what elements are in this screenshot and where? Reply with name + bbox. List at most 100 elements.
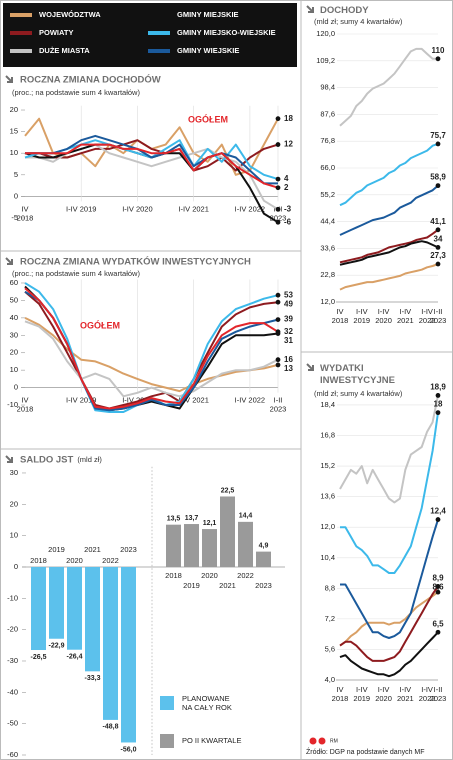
bar	[256, 551, 271, 567]
series-line	[339, 263, 439, 291]
x-tick-label: 2023	[120, 545, 137, 554]
end-label: 32	[284, 327, 293, 336]
x-tick-label: 2020	[66, 556, 83, 565]
bar	[202, 529, 217, 567]
chart-title: ROCZNA ZMIANA DOCHODÓW	[20, 74, 161, 86]
y-tick-label: -20	[7, 625, 18, 634]
y-tick-label: 13,6	[320, 492, 335, 501]
end-label: 2	[284, 183, 289, 192]
x-tick-label: IV 2018	[17, 204, 34, 222]
value-label: -22,9	[49, 643, 65, 650]
y-tick-label: 12,0	[320, 522, 335, 531]
x-tick-label: 2021	[84, 545, 101, 554]
bar	[184, 524, 199, 567]
end-marker	[275, 116, 281, 122]
y-tick-label: 4,0	[325, 675, 335, 684]
y-tick-label: 66,0	[320, 163, 335, 172]
y-tick-label: 18,4	[320, 400, 335, 409]
series-line	[24, 317, 279, 393]
author: RM	[330, 738, 338, 744]
end-label: 12,4	[430, 507, 446, 516]
y-tick-label: 20	[10, 499, 18, 508]
x-tick-label: I-IV 2020	[375, 307, 392, 325]
series-line	[339, 228, 439, 264]
end-marker	[275, 206, 281, 212]
end-label: 6,5	[432, 619, 444, 628]
x-tick-label: IV 2018	[332, 685, 349, 703]
y-tick-label: 5	[14, 170, 18, 179]
y-tick-label: 60	[10, 278, 18, 287]
end-label: 18	[284, 114, 293, 123]
end-marker	[435, 629, 441, 635]
series-line	[24, 290, 279, 412]
bar	[31, 566, 46, 651]
end-marker	[275, 176, 281, 182]
y-tick-label: -50	[7, 719, 18, 728]
y-tick-label: 7,2	[325, 614, 335, 623]
y-tick-label: 20	[10, 348, 18, 357]
legend-label: GMINY MIEJSKO-WIEJSKIE	[177, 28, 276, 37]
end-marker	[435, 517, 441, 522]
series-line	[25, 143, 279, 189]
end-marker	[435, 410, 441, 416]
end-marker	[435, 245, 441, 250]
value-label: 13,7	[185, 515, 199, 522]
y-tick-label: -10	[7, 593, 18, 602]
end-label: 39	[284, 315, 293, 324]
x-tick-label: 2019	[183, 581, 200, 590]
arrow-icon	[306, 363, 314, 371]
series-line	[339, 142, 439, 207]
end-label: 4	[284, 174, 289, 183]
y-tick-label: 55,2	[320, 190, 335, 199]
end-label: -6	[284, 217, 292, 226]
arrow-icon	[5, 75, 13, 83]
series-line	[24, 290, 279, 410]
end-marker	[435, 584, 441, 589]
end-label: 75,7	[430, 131, 446, 140]
x-tick-label: I-IV 2021	[397, 685, 414, 703]
x-tick-label: IV 2018	[17, 396, 34, 414]
logo	[309, 737, 317, 745]
end-marker	[435, 589, 441, 595]
legend-label: WOJEWÓDZTWA	[39, 10, 101, 19]
value-label: 4,9	[259, 542, 269, 549]
y-tick-label: 30	[10, 468, 18, 477]
end-marker	[435, 141, 441, 147]
end-marker	[275, 362, 281, 368]
end-label: 27,3	[430, 251, 446, 260]
value-label: 14,4	[239, 513, 253, 520]
end-marker	[435, 56, 441, 62]
end-label: -3	[284, 204, 292, 213]
y-tick-label: 15,2	[320, 461, 335, 470]
value-label: 13,5	[167, 516, 181, 523]
end-marker	[275, 317, 281, 322]
legend-label: PLANOWANE NA CAŁY ROK	[182, 694, 232, 712]
bar	[49, 566, 64, 639]
chart-subtitle: (mld zł; sumy 4 kwartałów)	[314, 389, 403, 398]
series-line	[339, 591, 439, 647]
x-tick-label: 2020	[201, 571, 218, 580]
end-label: 31	[284, 336, 293, 345]
x-tick-label: I-IV 2022	[419, 685, 436, 703]
y-tick-label: 22,8	[320, 270, 335, 279]
x-tick-label: IV 2018	[332, 307, 349, 325]
value-label: -33,3	[85, 675, 101, 682]
x-tick-label: I-IV 2019	[353, 685, 370, 703]
series-line	[339, 395, 439, 504]
x-tick-label: I-IV 2021	[397, 307, 414, 325]
x-tick-label: I-IV 2022	[419, 307, 436, 325]
logo	[318, 737, 326, 745]
x-tick-label: 2022	[237, 571, 254, 580]
end-label: 18,9	[430, 383, 446, 392]
x-tick-label: I-IV 2022	[235, 204, 265, 213]
legend-label: POWIATY	[39, 28, 73, 37]
end-marker	[275, 219, 281, 225]
y-tick-label: -10	[7, 400, 18, 409]
end-label: 8,9	[432, 574, 444, 583]
y-tick-label: 50	[10, 295, 18, 304]
y-tick-label: 76,8	[320, 136, 335, 145]
value-label: -26,4	[67, 654, 83, 661]
end-marker	[275, 357, 281, 363]
y-tick-label: 0	[14, 383, 18, 392]
chart-title: WYDATKI INWESTYCYJNE	[320, 363, 395, 386]
